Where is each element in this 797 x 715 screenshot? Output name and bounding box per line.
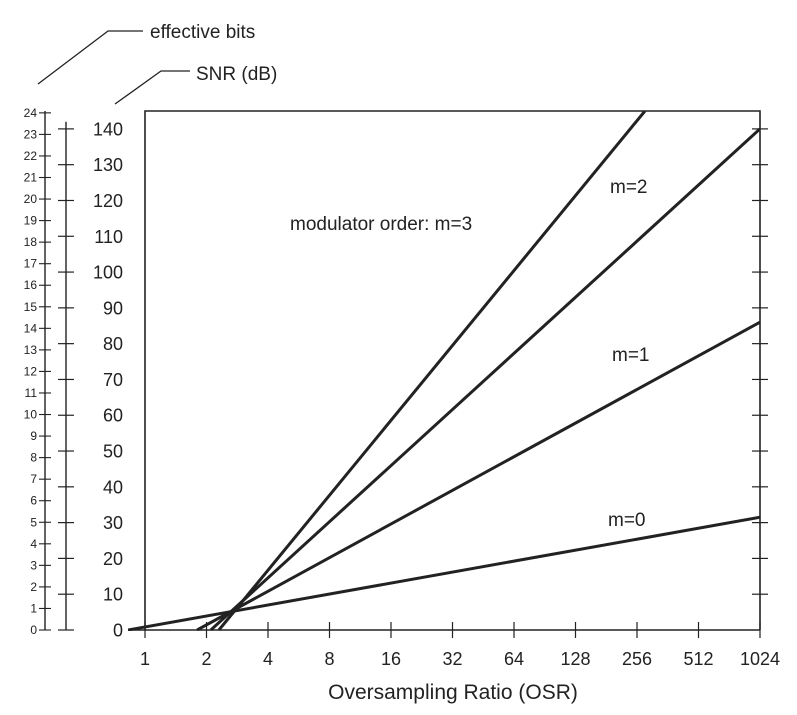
bits-tick-label: 9 [30, 429, 37, 443]
bits-tick-label: 19 [24, 214, 38, 228]
x-tick-label: 32 [442, 649, 462, 669]
bits-tick-label: 7 [30, 472, 37, 486]
snr-tick-label: 0 [113, 621, 123, 641]
series-line-m1 [196, 320, 760, 631]
x-tick-label: 16 [381, 649, 401, 669]
bits-tick-label: 22 [24, 149, 38, 163]
series-label-m1: m=1 [612, 345, 650, 366]
x-tick-label: 8 [324, 649, 334, 669]
bits-tick-label: 20 [24, 192, 38, 206]
series-line-m0 [128, 515, 760, 631]
bits-axis-title: effective bits [150, 22, 255, 43]
snr-tick-label: 90 [103, 298, 123, 318]
snr-tick-label: 130 [93, 155, 123, 175]
snr-tick-label: 140 [93, 119, 123, 139]
bits-tick-label: 23 [24, 127, 38, 141]
bits-tick-label: 3 [30, 558, 37, 572]
snr-axis-title: SNR (dB) [196, 64, 277, 85]
bits-tick-label: 1 [30, 601, 37, 615]
x-axis-title: Oversampling Ratio (OSR) [328, 681, 578, 704]
bits-tick-label: 15 [24, 300, 38, 314]
bits-tick-label: 6 [30, 494, 37, 508]
bits-tick-label: 18 [24, 235, 38, 249]
snr-title-leader [114, 70, 190, 105]
x-tick-label: 4 [263, 649, 273, 669]
bits-tick-label: 10 [24, 408, 38, 422]
bits-tick-label: 13 [24, 343, 38, 357]
bits-tick-label: 21 [24, 171, 38, 185]
snr-tick-label: 70 [103, 370, 123, 390]
snr-tick-label: 10 [103, 585, 123, 605]
snr-tick-label: 30 [103, 513, 123, 533]
bits-tick-label: 16 [24, 278, 38, 292]
x-tick-label: 512 [683, 649, 713, 669]
bits-tick-label: 14 [24, 321, 38, 335]
bits-tick-label: 12 [24, 364, 38, 378]
snr-tick-label: 20 [103, 549, 123, 569]
x-tick-label: 1024 [740, 649, 780, 669]
bits-tick-label: 11 [25, 386, 38, 400]
snr-tick-label: 110 [94, 227, 123, 247]
series-label-m2: m=2 [610, 177, 648, 198]
x-tick-label: 64 [504, 649, 524, 669]
bits-tick-label: 5 [30, 515, 37, 529]
x-tick-label: 2 [201, 649, 211, 669]
series-label-m3: modulator order: m=3 [290, 214, 472, 235]
bits-tick-label: 0 [30, 623, 37, 637]
bits-tick-label: 8 [30, 451, 37, 465]
bits-tick-label: 4 [30, 537, 37, 551]
snr-tick-label: 120 [93, 191, 123, 211]
snr-tick-label: 40 [103, 477, 123, 497]
x-tick-label: 128 [560, 649, 590, 669]
snr-tick-label: 50 [103, 442, 123, 462]
bits-title-leader [37, 30, 143, 85]
series-line-m2 [209, 127, 760, 631]
snr-tick-label: 100 [93, 263, 123, 283]
plot-frame [144, 110, 761, 630]
series-label-m0: m=0 [608, 510, 646, 531]
bits-tick-label: 2 [30, 580, 37, 594]
x-tick-label: 1 [140, 649, 150, 669]
x-tick-label: 256 [622, 649, 652, 669]
snr-tick-label: 60 [103, 406, 123, 426]
bits-tick-label: 17 [24, 257, 38, 271]
bits-tick-label: 24 [24, 106, 38, 120]
series-line-m3 [217, 111, 647, 631]
snr-tick-label: 80 [103, 334, 123, 354]
